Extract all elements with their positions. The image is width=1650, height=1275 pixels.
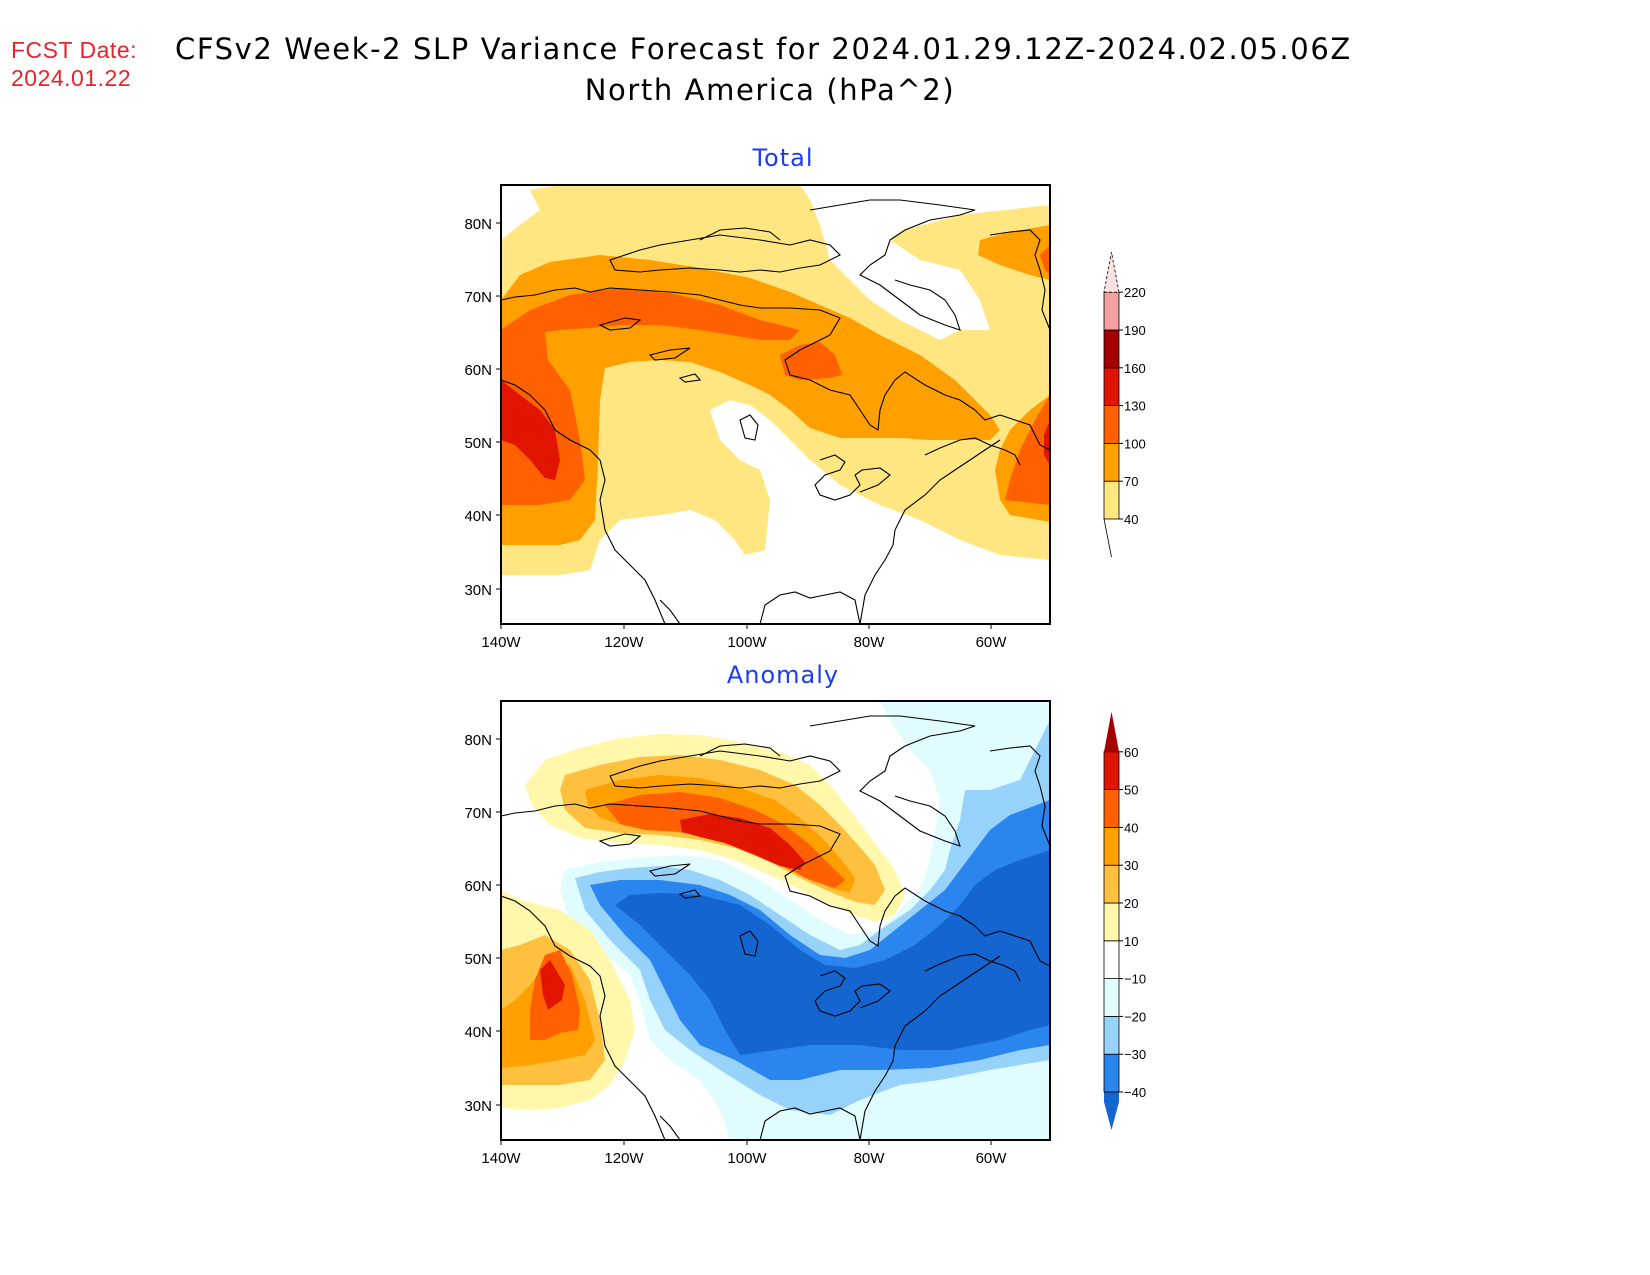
anomaly-lat-label: 50N bbox=[464, 951, 492, 968]
anomaly-colorbar-box bbox=[1103, 1053, 1120, 1093]
forecast-date-label: FCST Date: bbox=[11, 37, 137, 63]
anomaly-colorbar-box bbox=[1103, 940, 1120, 979]
total-contour-130-atlantic bbox=[1044, 420, 1050, 465]
total-colorbar-box bbox=[1103, 442, 1120, 482]
anomaly-colorbar-top-arrow bbox=[1104, 711, 1119, 752]
total-colorbar-label: 220 bbox=[1124, 285, 1146, 300]
anomaly-map-frame bbox=[500, 700, 1051, 1141]
anomaly-colorbar-box bbox=[1103, 789, 1120, 828]
total-lon-label: 80W bbox=[854, 634, 886, 651]
total-lon-label: 60W bbox=[976, 634, 1008, 651]
anomaly-colorbar-label: 50 bbox=[1124, 783, 1138, 798]
anomaly-contour-neg40 bbox=[615, 850, 1050, 1055]
anomaly-lat-label: 70N bbox=[464, 805, 492, 822]
anomaly-lat-label: 80N bbox=[464, 732, 492, 749]
total-colorbar-label: 40 bbox=[1124, 512, 1138, 527]
total-lat-label: 30N bbox=[464, 582, 492, 599]
total-contour-130 bbox=[501, 380, 560, 480]
total-map bbox=[501, 185, 1050, 624]
total-contour-70 bbox=[501, 255, 1000, 545]
forecast-date-value: 2024.01.22 bbox=[11, 65, 132, 91]
anomaly-colorbar-bottom-arrow bbox=[1104, 1092, 1119, 1130]
total-colorbar-box bbox=[1103, 329, 1120, 369]
anomaly-lon-label: 120W bbox=[604, 1150, 644, 1167]
anomaly-colorbar: −40 −30 −20 −10 10 20 30 40 50 60 bbox=[1103, 711, 1146, 1130]
total-contour-100-greenland bbox=[1040, 245, 1050, 275]
total-lon-label: 140W bbox=[481, 634, 521, 651]
anomaly-colorbar-label: −40 bbox=[1124, 1085, 1146, 1100]
total-colorbar-label: 100 bbox=[1124, 436, 1146, 451]
total-lat-label: 50N bbox=[464, 435, 492, 452]
anomaly-lat-label: 30N bbox=[464, 1098, 492, 1115]
total-colorbar-label: 190 bbox=[1124, 323, 1146, 338]
anomaly-axis-ticks bbox=[496, 738, 992, 1145]
panel-title-anomaly: Anomaly bbox=[726, 661, 840, 689]
total-lat-label: 70N bbox=[464, 289, 492, 306]
total-colorbar-label: 70 bbox=[1124, 474, 1138, 489]
anomaly-lat-label: 60N bbox=[464, 878, 492, 895]
anomaly-axis-labels: 80N 70N 60N 50N 40N 30N 140W 120W 100W 8… bbox=[464, 732, 1007, 1167]
anomaly-lat-label: 40N bbox=[464, 1024, 492, 1041]
anomaly-colorbar-label: 10 bbox=[1124, 934, 1138, 949]
panel-title-total: Total bbox=[752, 144, 814, 172]
total-axis-ticks bbox=[496, 222, 992, 629]
total-colorbar-box bbox=[1103, 291, 1120, 331]
anomaly-colorbar-label: −10 bbox=[1124, 972, 1146, 987]
anomaly-colorbar-label: 60 bbox=[1124, 745, 1138, 760]
anomaly-lon-label: 140W bbox=[481, 1150, 521, 1167]
anomaly-colorbar-box bbox=[1103, 978, 1120, 1017]
total-colorbar-label: 160 bbox=[1124, 361, 1146, 376]
total-colorbar: 40 70 100 130 160 190 220 bbox=[1103, 252, 1146, 558]
total-colorbar-top-arrow bbox=[1103, 252, 1120, 293]
total-contour-100-hudson bbox=[780, 342, 842, 380]
anomaly-lon-label: 100W bbox=[727, 1150, 767, 1167]
total-colorbar-box bbox=[1103, 405, 1120, 444]
total-contour-100 bbox=[501, 288, 800, 505]
total-map-frame bbox=[500, 184, 1051, 625]
total-lon-label: 100W bbox=[727, 634, 767, 651]
anomaly-colorbar-label: −30 bbox=[1124, 1047, 1146, 1062]
total-colorbar-bottom-arrow bbox=[1103, 518, 1112, 558]
total-contour-70-greenland-east bbox=[978, 225, 1050, 280]
total-colorbar-box bbox=[1103, 480, 1120, 520]
anomaly-lon-label: 80W bbox=[854, 1150, 886, 1167]
page-title: CFSv2 Week-2 SLP Variance Forecast for 2… bbox=[175, 32, 1352, 66]
anomaly-colorbar-label: 20 bbox=[1124, 896, 1138, 911]
total-colorbar-box bbox=[1103, 367, 1120, 406]
total-lat-label: 40N bbox=[464, 508, 492, 525]
anomaly-colorbar-box bbox=[1103, 864, 1120, 904]
anomaly-colorbar-label: 40 bbox=[1124, 820, 1138, 835]
total-lat-label: 80N bbox=[464, 216, 492, 233]
anomaly-colorbar-label: 30 bbox=[1124, 858, 1138, 873]
anomaly-colorbar-box bbox=[1103, 827, 1120, 866]
anomaly-colorbar-label: −20 bbox=[1124, 1009, 1146, 1024]
anomaly-lon-label: 60W bbox=[976, 1150, 1008, 1167]
anomaly-contour-pos50-pacific bbox=[540, 960, 565, 1010]
anomaly-map bbox=[501, 701, 1050, 1140]
total-axis-labels: 80N 70N 60N 50N 40N 30N 140W 120W 100W 8… bbox=[464, 216, 1007, 651]
page-subtitle: North America (hPa^2) bbox=[584, 73, 956, 107]
total-lat-label: 60N bbox=[464, 362, 492, 379]
anomaly-colorbar-box bbox=[1103, 902, 1120, 942]
total-colorbar-label: 130 bbox=[1124, 399, 1146, 414]
anomaly-colorbar-box bbox=[1103, 751, 1120, 790]
anomaly-contour-pos50 bbox=[680, 814, 805, 870]
total-lon-label: 120W bbox=[604, 634, 644, 651]
total-contour-100-atlantic bbox=[1005, 395, 1050, 505]
total-coastlines bbox=[501, 199, 1050, 624]
anomaly-colorbar-box bbox=[1103, 1016, 1120, 1055]
anomaly-coastlines bbox=[501, 715, 1050, 1140]
